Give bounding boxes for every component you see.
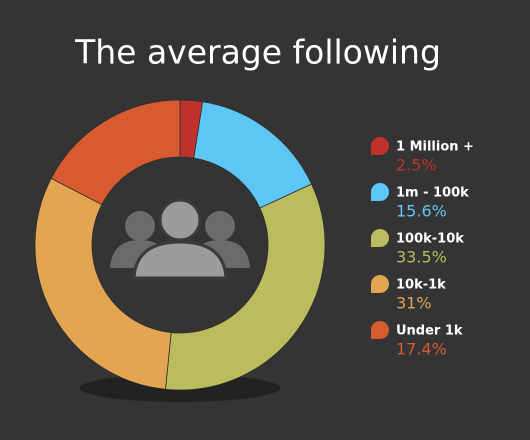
legend-label: 10k-1k [396, 278, 446, 293]
value-label: 17.4% [396, 340, 447, 359]
slice [34, 177, 172, 390]
legend-label: 1m - 100k [396, 186, 469, 201]
value-label: 15.6% [396, 202, 447, 221]
donut [34, 99, 326, 391]
legend-marker [371, 137, 389, 155]
legend-marker [371, 275, 389, 293]
legend-label: 1 Million + [396, 140, 474, 155]
value-label: 2.5% [396, 156, 437, 175]
slice [165, 183, 326, 391]
people-icon [110, 198, 250, 280]
legend-marker [371, 229, 389, 247]
chart-title: The average following [74, 33, 441, 72]
value-label: 33.5% [396, 248, 447, 267]
value-label: 31% [396, 294, 432, 313]
legend-label: 100k-10k [396, 232, 464, 247]
legend-label: Under 1k [396, 324, 463, 339]
legend-marker [371, 183, 389, 201]
legend-marker [371, 321, 389, 339]
slice [50, 99, 181, 206]
